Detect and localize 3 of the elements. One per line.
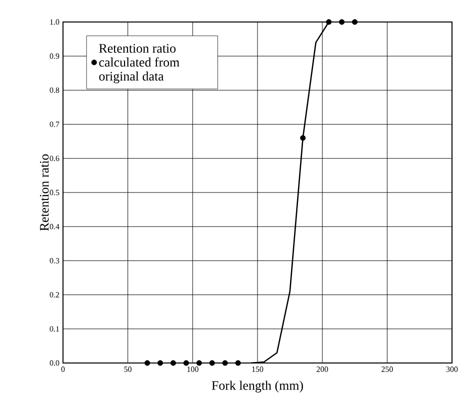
legend-label: Retention ratio calculated from original data [99,44,180,84]
x-axis-title: Fork length (mm) [212,380,303,393]
y-axis-title: Retention ratio [40,154,49,231]
